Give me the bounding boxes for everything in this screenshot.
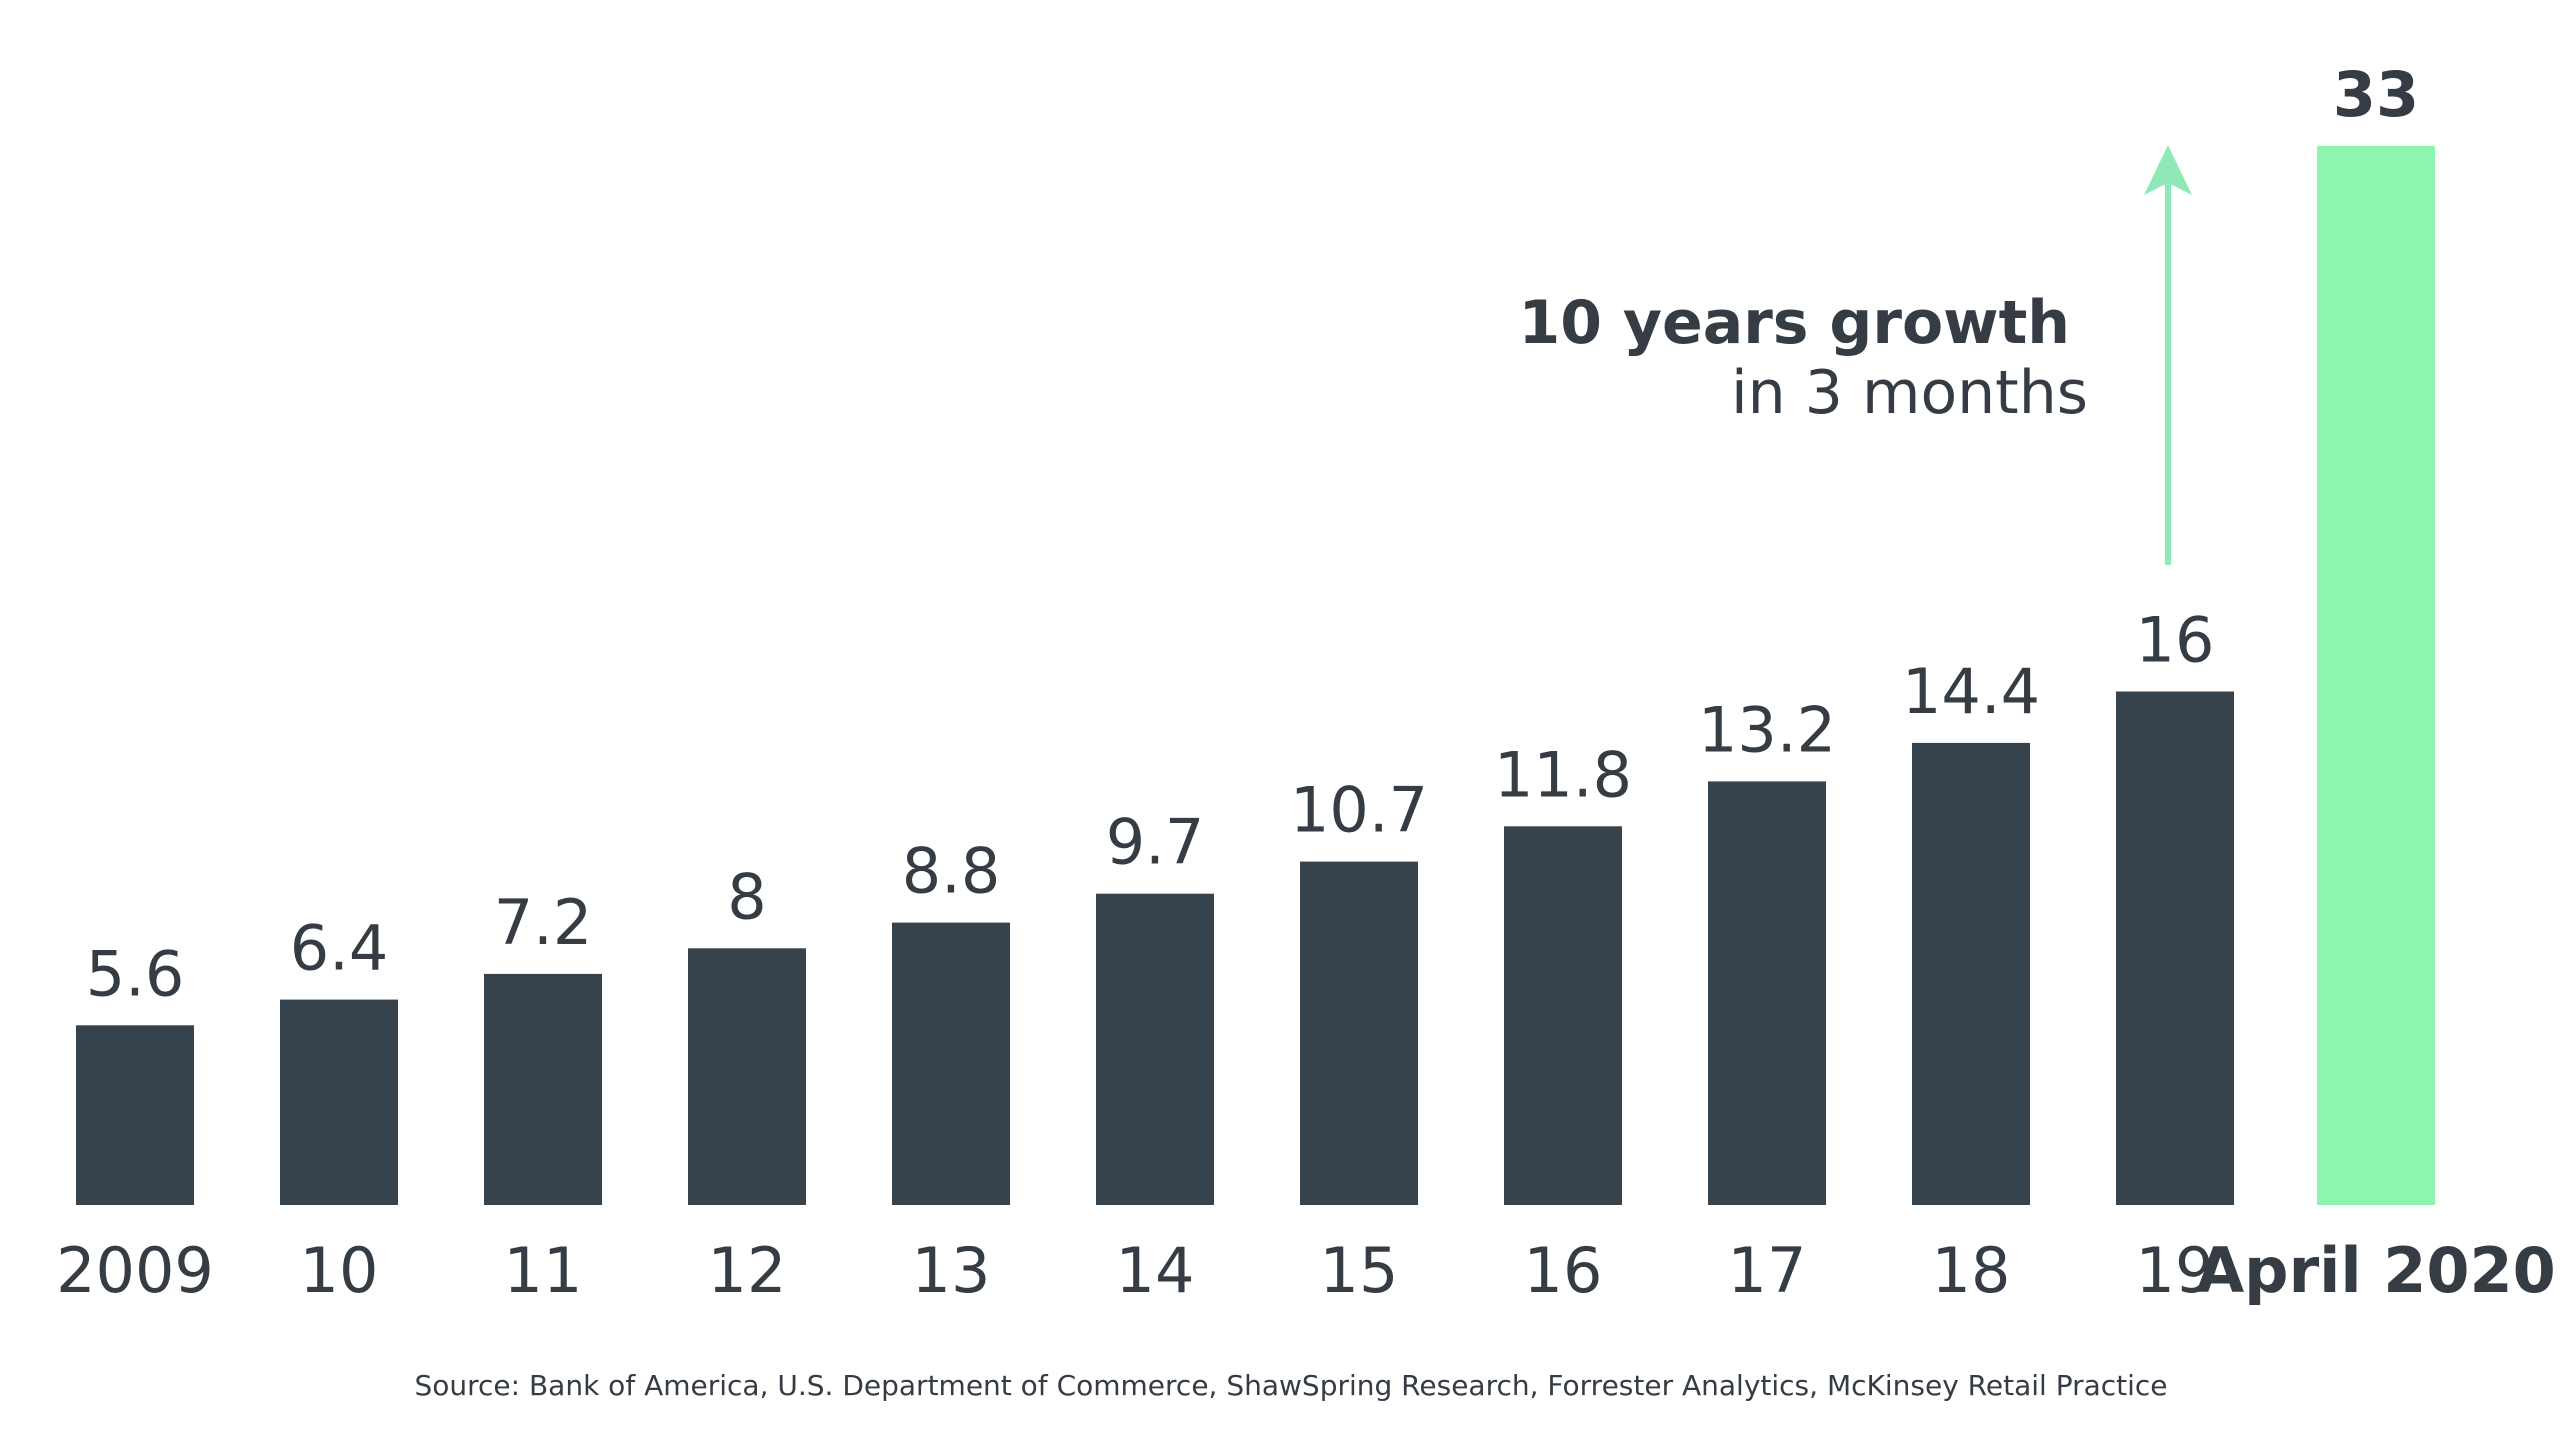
bar-value-label: 11.8 [1494,738,1632,811]
category-tick-label: April 2020 [2196,1234,2556,1307]
category-tick-label: 14 [1116,1234,1195,1307]
category-tick-label: 10 [300,1234,379,1307]
category-tick-label: 11 [504,1234,583,1307]
category-tick-label: 15 [1320,1234,1399,1307]
bar-value-label: 9.7 [1106,806,1205,879]
bar-value-label: 10.7 [1290,774,1428,847]
growth-arrow-head-icon [2144,145,2192,195]
bar [1912,742,2030,1205]
bar-value-label: 13.2 [1698,693,1836,766]
bar [688,948,806,1205]
bar-value-label: 6.4 [290,912,389,985]
category-tick-label: 18 [1932,1234,2011,1307]
value-labels-layer: 5.6 6.4 7.2 8 8.8 9.7 10.7 11.8 13.2 14.4 16 33 [86,58,2419,1010]
category-tick-label: 16 [1524,1234,1603,1307]
bars-layer [76,146,2435,1205]
bar-value-label: 5.6 [86,937,185,1010]
bar-value-label: 16 [2136,604,2215,677]
bar-value-label: 33 [2333,58,2419,131]
bar [280,999,398,1205]
bar-value-label: 14.4 [1902,655,2040,728]
bar-value-label: 8.8 [902,835,1001,908]
annotation-line-1: 10 years growth [1519,288,2070,358]
bar [2116,691,2234,1205]
bar [892,922,1010,1205]
bar [1096,893,1214,1205]
category-tick-label: 13 [912,1234,991,1307]
bar [1300,861,1418,1205]
bar [76,1025,194,1205]
bar [1708,781,1826,1205]
category-tick-label: 2009 [56,1234,214,1307]
annotation-line-2: in 3 months [1731,358,2088,428]
bar [1504,826,1622,1205]
source-note: Source: Bank of America, U.S. Department… [414,1369,2167,1402]
bar-value-label: 8 [727,860,766,933]
bar-highlight [2317,146,2435,1205]
bar-value-label: 7.2 [494,886,593,959]
category-tick-label: 19 [2136,1234,2215,1307]
growth-annotation: 10 years growth in 3 months [1519,145,2192,565]
bar [484,973,602,1205]
category-tick-label: 12 [708,1234,787,1307]
category-tick-label: 17 [1728,1234,1807,1307]
